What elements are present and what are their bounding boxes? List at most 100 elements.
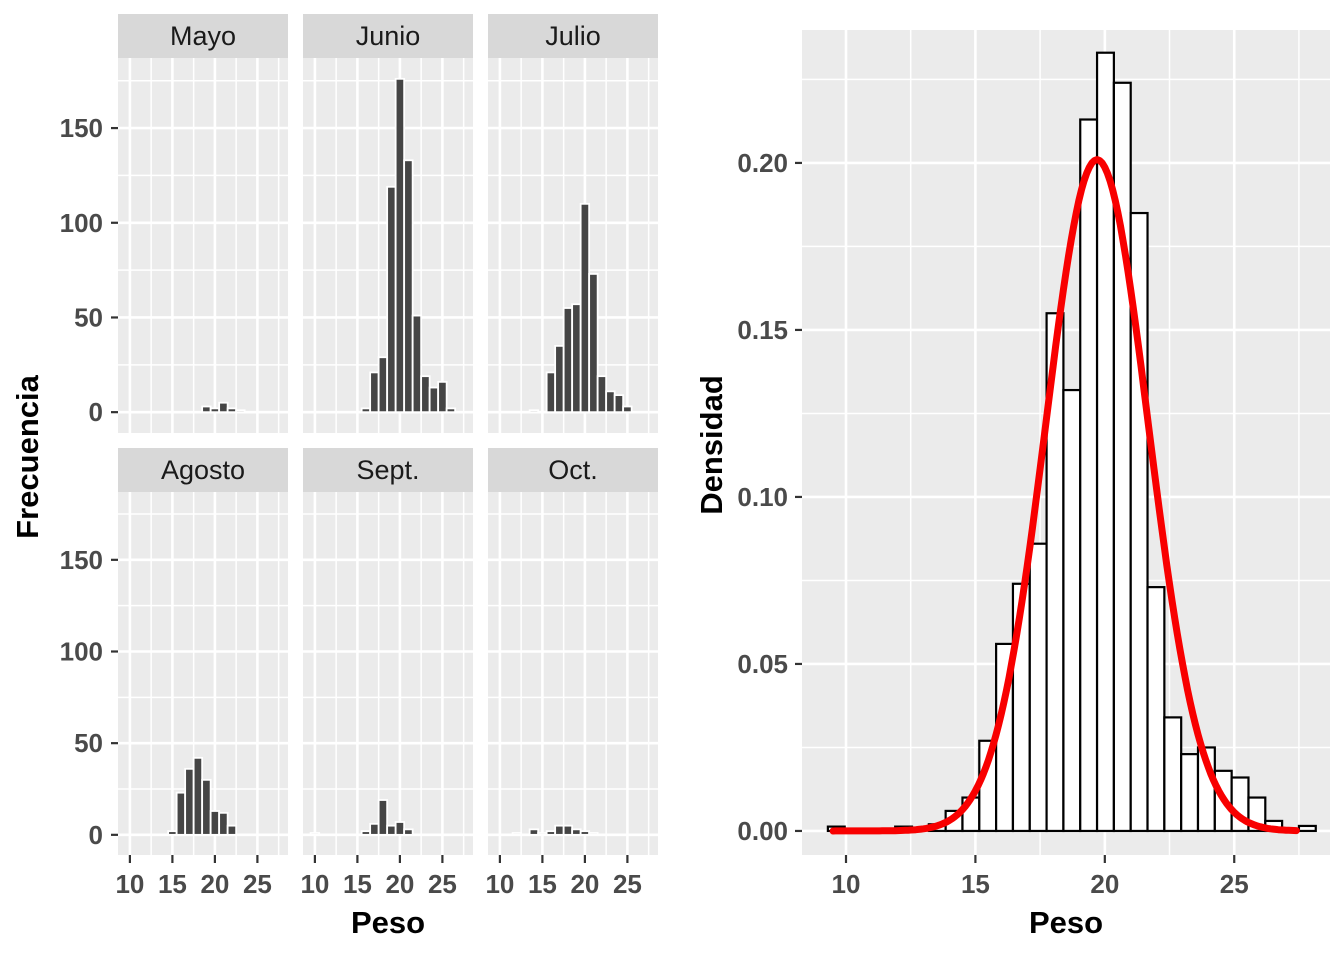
y-tick-label: 0 xyxy=(89,820,103,850)
frequency-bar xyxy=(209,407,221,414)
x-tick-label: 20 xyxy=(200,869,229,899)
facet-julio: Julio xyxy=(488,14,658,433)
density-bar xyxy=(1028,542,1048,833)
frequency-bar xyxy=(201,405,212,414)
facet-agosto: Agosto 0 50 100 150 10 15 20 25 xyxy=(60,448,288,899)
facet-strip-label: Agosto xyxy=(161,455,245,485)
x-tick-label: 10 xyxy=(485,869,514,899)
right-y-axis-title: Densidad xyxy=(694,375,729,515)
facet-oct: Oct. 10 15 20 25 xyxy=(485,448,658,899)
frequency-bar xyxy=(528,409,540,414)
x-tick-label: 20 xyxy=(385,869,414,899)
facet-strip xyxy=(118,14,288,58)
y-tick-label: 100 xyxy=(60,637,103,667)
frequency-bar xyxy=(377,799,389,836)
frequency-bar xyxy=(369,371,380,414)
frequency-bar xyxy=(545,830,557,836)
normal-density-curve xyxy=(829,156,1300,835)
frequency-bar xyxy=(622,405,633,414)
frequency-bar xyxy=(386,185,397,414)
frequency-bar xyxy=(192,756,204,836)
frequency-bar xyxy=(613,394,625,414)
y-tick-label: 150 xyxy=(60,113,103,143)
y-tick-label: 0 xyxy=(89,397,103,427)
y-tick-label: 0.10 xyxy=(737,482,788,512)
x-tick-label: 10 xyxy=(832,869,861,899)
frequency-bar xyxy=(226,407,238,414)
y-tick-label: 50 xyxy=(74,302,103,332)
facet-panel xyxy=(118,58,288,433)
frequency-bar xyxy=(511,832,523,836)
frequency-bar xyxy=(420,375,431,414)
frequency-bar xyxy=(588,832,599,836)
frequency-bar xyxy=(605,390,616,414)
x-tick-label: 15 xyxy=(158,869,187,899)
y-tick-label: 0.05 xyxy=(737,649,788,679)
y-tick-label: 0.20 xyxy=(737,148,788,178)
faceted-frequency-chart: Mayo 0 50 100 150 Junio Julio Agosto 0 50 100 150 10… xyxy=(60,14,658,899)
frequency-bar xyxy=(184,767,195,836)
frequency-bar xyxy=(554,824,565,836)
frequency-bar xyxy=(596,375,608,414)
frequency-bar xyxy=(369,822,380,836)
y-tick-label: 100 xyxy=(60,208,103,238)
facet-strip xyxy=(488,448,658,492)
frequency-bar xyxy=(394,821,406,836)
frequency-bar xyxy=(167,830,178,836)
facet-junio: Junio xyxy=(303,14,473,433)
facet-panel xyxy=(488,492,658,855)
frequency-bar xyxy=(588,273,599,414)
left-x-axis-title: Peso xyxy=(351,905,425,940)
frequency-bar xyxy=(571,828,582,836)
density-bar xyxy=(1079,118,1099,833)
y-tick-label: 0.15 xyxy=(737,315,788,345)
facet-strip-label: Julio xyxy=(545,21,601,51)
x-tick-label: 25 xyxy=(428,869,457,899)
frequency-bar xyxy=(403,159,414,414)
facet-strip xyxy=(303,448,473,492)
frequency-bar xyxy=(437,380,448,414)
density-bar xyxy=(1180,753,1200,833)
frequency-bar xyxy=(201,778,212,836)
frequency-bar xyxy=(562,307,574,414)
frequency-bar xyxy=(537,832,548,836)
facet-strip xyxy=(488,14,658,58)
frequency-bar xyxy=(571,303,582,414)
facet-sept: Sept. 10 15 20 25 xyxy=(300,448,473,899)
facet-strip-label: Mayo xyxy=(170,21,236,51)
density-bar xyxy=(1163,716,1183,833)
x-tick-label: 15 xyxy=(343,869,372,899)
x-tick-label: 10 xyxy=(300,869,329,899)
frequency-bar xyxy=(545,371,557,414)
facet-strip-label: Junio xyxy=(356,21,421,51)
y-tick-label: 0.00 xyxy=(737,816,788,846)
frequency-bar xyxy=(445,407,457,414)
facet-strip-label: Oct. xyxy=(548,455,598,485)
frequency-bar xyxy=(309,832,321,836)
facet-strip-label: Sept. xyxy=(356,455,419,485)
x-tick-label: 10 xyxy=(115,869,144,899)
right-x-axis-title: Peso xyxy=(1029,905,1103,940)
x-tick-label: 15 xyxy=(961,869,990,899)
density-bar xyxy=(1062,388,1082,833)
x-tick-label: 20 xyxy=(1090,869,1119,899)
facet-strip xyxy=(118,448,288,492)
frequency-bar xyxy=(554,344,565,414)
frequency-bar xyxy=(226,824,238,836)
x-tick-label: 25 xyxy=(1220,869,1249,899)
y-tick-label: 50 xyxy=(74,728,103,758)
frequency-bar xyxy=(175,791,187,836)
frequency-bar xyxy=(377,356,389,414)
facet-mayo: Mayo 0 50 100 150 xyxy=(60,14,288,433)
x-tick-label: 20 xyxy=(570,869,599,899)
frequency-bar xyxy=(411,314,423,414)
y-tick-label: 150 xyxy=(60,545,103,575)
x-tick-label: 25 xyxy=(243,869,272,899)
frequency-bar xyxy=(360,407,372,414)
facet-strip xyxy=(303,14,473,58)
density-chart: 0.00 0.05 0.10 0.15 0.20 10 15 20 25 xyxy=(737,30,1330,899)
frequency-bar xyxy=(218,811,229,836)
density-bar xyxy=(1146,586,1166,833)
x-tick-label: 15 xyxy=(528,869,557,899)
